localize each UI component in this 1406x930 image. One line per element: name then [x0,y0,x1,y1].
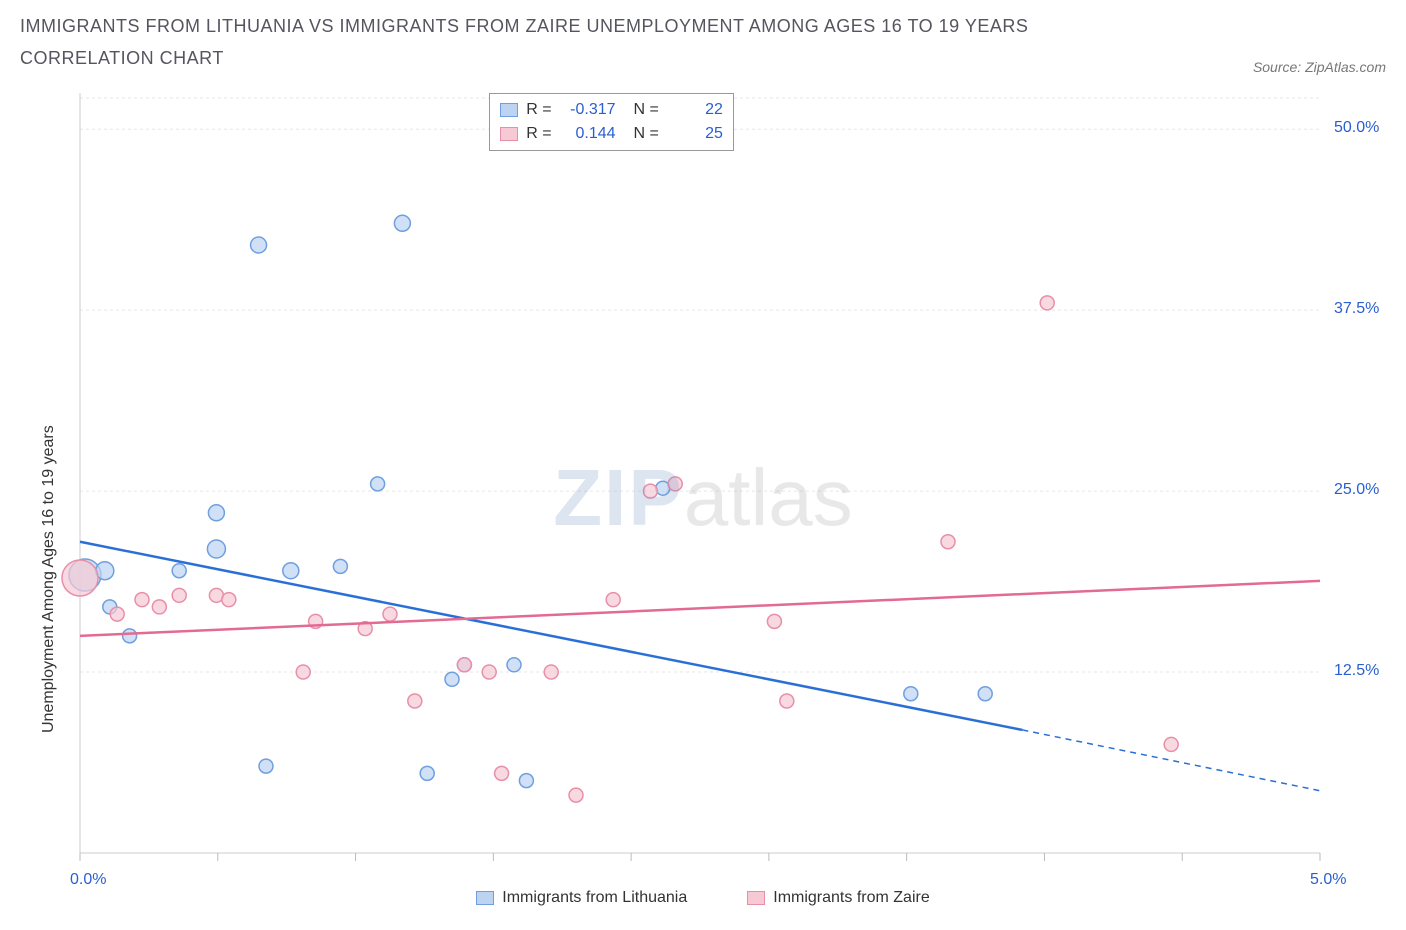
data-point-lithuania [333,559,347,573]
data-point-lithuania [519,773,533,787]
y-axis-label: Unemployment Among Ages 16 to 19 years [40,425,58,733]
data-point-zaire [780,694,794,708]
data-point-lithuania [283,562,299,578]
swatch-icon [500,127,518,141]
data-point-zaire [569,788,583,802]
data-point-zaire [1164,737,1178,751]
data-point-zaire [408,694,422,708]
chart-source: Source: ZipAtlas.com [1253,59,1386,75]
swatch-icon [476,891,494,905]
data-point-zaire [668,477,682,491]
data-point-lithuania [259,759,273,773]
data-point-lithuania [978,687,992,701]
correlation-chart: ZIPatlas R = -0.317N = 22R = 0.144N = 25… [20,83,1386,913]
data-point-lithuania [394,215,410,231]
x-axis-start-label: 0.0% [70,871,106,889]
data-point-zaire [110,607,124,621]
data-point-lithuania [371,477,385,491]
data-point-lithuania [904,687,918,701]
chart-title: IMMIGRANTS FROM LITHUANIA VS IMMIGRANTS … [20,10,1120,75]
data-point-zaire [383,607,397,621]
data-point-zaire [135,592,149,606]
trend-line-zaire [80,581,1320,636]
data-point-zaire [172,588,186,602]
data-point-zaire [296,665,310,679]
stats-row-lithuania: R = -0.317N = 22 [500,98,723,122]
data-point-zaire [222,592,236,606]
data-point-lithuania [420,766,434,780]
data-point-lithuania [207,540,225,558]
y-tick-label: 50.0% [1334,119,1379,137]
data-point-zaire [941,535,955,549]
data-point-zaire [606,592,620,606]
data-point-zaire [495,766,509,780]
x-axis-end-label: 5.0% [1310,871,1346,889]
data-point-zaire [1040,296,1054,310]
legend-item-zaire: Immigrants from Zaire [747,889,929,907]
legend-item-lithuania: Immigrants from Lithuania [476,889,687,907]
y-tick-label: 37.5% [1334,300,1379,318]
data-point-zaire [767,614,781,628]
data-point-zaire [544,665,558,679]
data-point-lithuania [445,672,459,686]
chart-svg [20,83,1386,913]
data-point-lithuania [507,658,521,672]
y-tick-label: 12.5% [1334,662,1379,680]
swatch-icon [747,891,765,905]
data-point-lithuania [123,629,137,643]
data-point-zaire [62,560,98,596]
data-point-zaire [152,600,166,614]
stats-row-zaire: R = 0.144N = 25 [500,122,723,146]
trend-line-lithuania [80,542,1022,730]
chart-header: IMMIGRANTS FROM LITHUANIA VS IMMIGRANTS … [20,10,1386,75]
stats-legend-box: R = -0.317N = 22R = 0.144N = 25 [489,93,734,151]
swatch-icon [500,103,518,117]
data-point-lithuania [251,237,267,253]
data-point-zaire [482,665,496,679]
data-point-lithuania [208,505,224,521]
y-tick-label: 25.0% [1334,481,1379,499]
data-point-lithuania [172,563,186,577]
data-point-zaire [643,484,657,498]
data-point-zaire [457,658,471,672]
series-legend: Immigrants from Lithuania Immigrants from… [20,889,1386,907]
